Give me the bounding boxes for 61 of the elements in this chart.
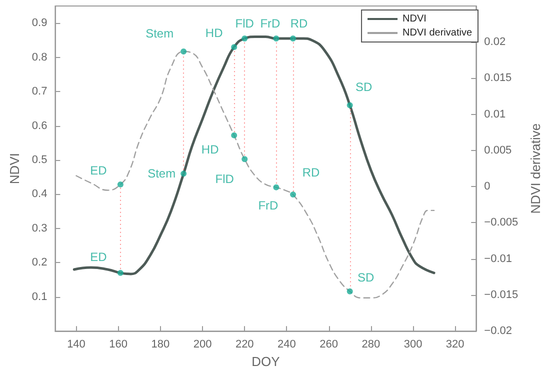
x-tick-label: 220 <box>235 338 254 351</box>
data-label: SD <box>358 270 375 284</box>
point <box>231 132 238 138</box>
x-tick-label: 260 <box>320 338 338 351</box>
data-label: FrD <box>260 16 281 31</box>
y2-tick-label: 0.005 <box>484 144 512 156</box>
x-tick-label: 140 <box>67 338 86 351</box>
point <box>231 44 238 50</box>
data-label: FrD <box>258 198 279 212</box>
y-axis-title: NDVI <box>7 153 22 184</box>
y-tick-label: 0.2 <box>32 256 48 269</box>
y-tick-label: 0.4 <box>32 188 48 200</box>
x-tick-label: 180 <box>151 338 170 351</box>
data-label: ED <box>90 250 108 264</box>
data-label: FlD <box>215 172 234 186</box>
data-label: SD <box>356 80 373 94</box>
y2-tick-label: 0.01 <box>484 108 506 120</box>
y-tick-label: 0.8 <box>32 51 48 64</box>
point <box>273 184 280 190</box>
x-tick-label: 300 <box>404 338 422 351</box>
data-label: RD <box>290 16 308 31</box>
point <box>290 192 296 198</box>
x-tick-label: 240 <box>278 338 296 351</box>
point <box>273 36 280 42</box>
point <box>117 181 124 188</box>
point <box>346 288 353 294</box>
y2-axis-title: NDVI derivative <box>528 123 543 214</box>
data-label: FlD <box>235 16 254 31</box>
y2-tick-label: −0.01 <box>484 252 512 265</box>
x-tick-label: 320 <box>446 338 464 351</box>
y-tick-label: 0.5 <box>32 154 48 166</box>
x-tick-label: 280 <box>362 338 380 351</box>
x-tick-label: 160 <box>109 338 128 351</box>
data-label: Stem <box>146 26 174 41</box>
y-tick-label: 0.3 <box>32 222 48 234</box>
y2-tick-label: −0.015 <box>484 288 518 301</box>
data-label: HD <box>205 26 224 40</box>
y-tick-label: 0.1 <box>32 290 48 303</box>
data-label: ED <box>90 163 108 178</box>
data-label: Stem <box>148 166 176 181</box>
point <box>290 36 296 42</box>
point <box>117 270 124 276</box>
legend-label: NDVI derivative <box>402 28 472 38</box>
data-label: RD <box>302 166 320 180</box>
point <box>242 36 248 42</box>
y-tick-label: 0.9 <box>32 17 48 30</box>
y2-tick-label: 0.015 <box>484 72 512 84</box>
point <box>242 156 248 162</box>
x-tick-label: 200 <box>193 338 212 351</box>
y2-tick-label: 0.02 <box>484 36 506 48</box>
point <box>180 48 187 55</box>
y2-tick-label: −0.005 <box>484 216 518 229</box>
y-tick-label: 0.6 <box>32 120 48 132</box>
y2-tick-label: 0 <box>484 180 490 193</box>
point <box>346 102 353 108</box>
data-label: HD <box>201 142 220 156</box>
y-tick-label: 0.7 <box>32 86 48 98</box>
y2-tick-label: −0.02 <box>484 325 512 338</box>
x-axis-title: DOY <box>252 354 280 369</box>
point <box>180 170 187 177</box>
legend-label: NDVI <box>402 14 426 24</box>
